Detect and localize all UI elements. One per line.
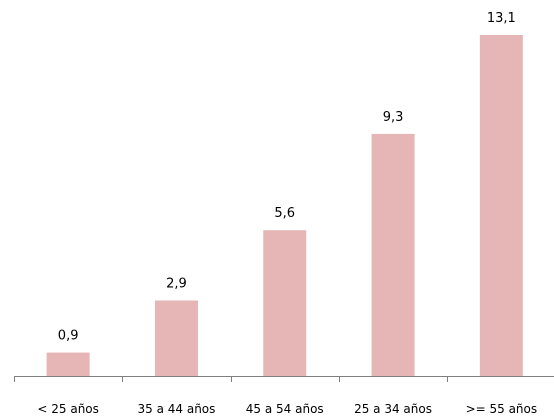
bar xyxy=(154,300,198,376)
data-label: 9,3 xyxy=(383,110,404,125)
data-label: 0,9 xyxy=(58,329,79,344)
x-tick-label: 25 a 34 años xyxy=(354,402,432,416)
data-label: 2,9 xyxy=(166,277,187,292)
x-tick-label: < 25 años xyxy=(37,402,99,416)
x-tick-label: 35 a 44 años xyxy=(138,402,216,416)
x-tick-labels-group: < 25 años 35 a 44 años 45 a 54 años 25 a 34… xyxy=(37,402,537,416)
x-tick-label: >= 55 años xyxy=(466,402,538,416)
bar xyxy=(263,230,307,376)
x-axis xyxy=(14,376,554,382)
data-labels-group: 0,9 2,9 5,6 9,3 13,1 xyxy=(58,11,516,344)
x-tick-label: 45 a 54 años xyxy=(246,402,324,416)
data-label: 13,1 xyxy=(487,11,516,26)
bar xyxy=(46,352,90,376)
data-label: 5,6 xyxy=(274,206,295,221)
bar xyxy=(479,35,523,376)
bars-group xyxy=(46,35,523,376)
bar xyxy=(371,133,415,376)
